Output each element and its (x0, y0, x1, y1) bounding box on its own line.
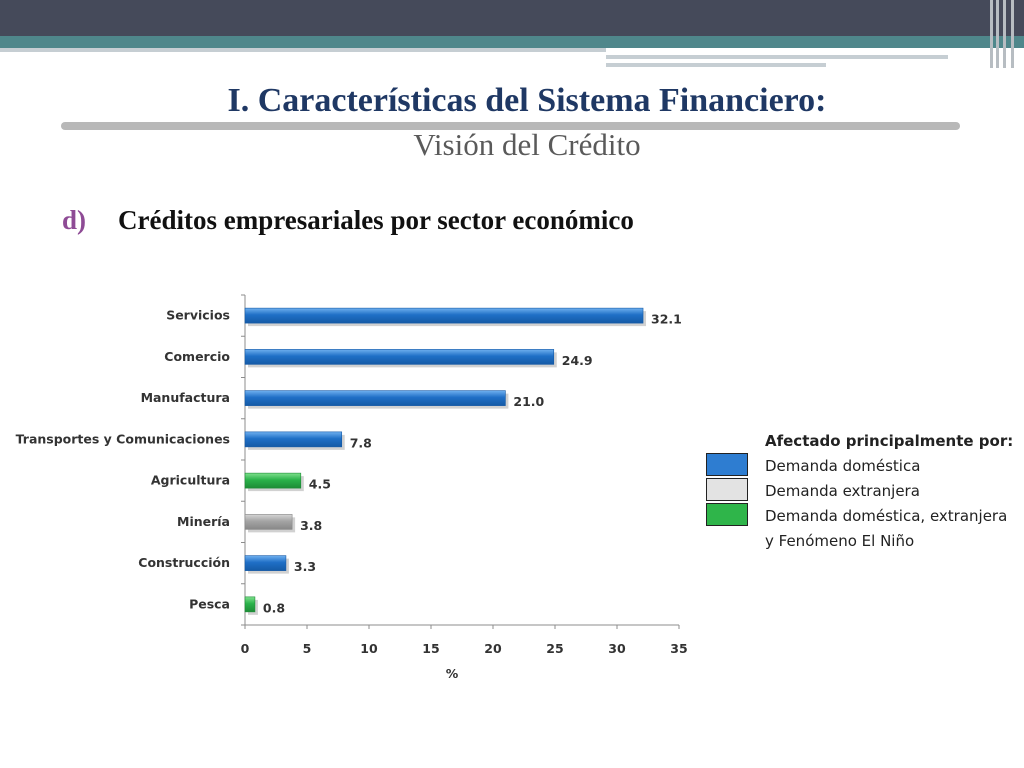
legend-label-domestic: Demanda doméstica (765, 457, 921, 475)
bar (244, 349, 555, 365)
bar (244, 472, 302, 489)
bar (244, 307, 644, 324)
x-tick-label: 5 (303, 641, 312, 656)
data-label: 3.8 (300, 518, 322, 533)
data-label: 24.9 (562, 353, 593, 368)
header-stripe (990, 0, 993, 68)
legend-label-external: Demanda extranjera (765, 482, 920, 500)
section-letter: d) (62, 205, 87, 235)
legend-label-mixed: Demanda doméstica, extranjera (765, 507, 1008, 525)
legend-swatch-domestic (706, 453, 748, 476)
data-label: 3.3 (294, 559, 316, 574)
slide-subtitle: Visión del Crédito (413, 127, 641, 162)
data-label: 32.1 (651, 312, 682, 327)
data-label: 0.8 (263, 600, 285, 615)
category-label: Agricultura (151, 473, 230, 488)
title-divider (61, 122, 960, 130)
header-stripe (996, 0, 999, 68)
category-label: Construcción (138, 555, 230, 570)
header-strip (606, 55, 948, 59)
bar (244, 431, 343, 448)
legend-swatch-mixed (706, 503, 748, 526)
x-tick-label: 25 (546, 641, 563, 656)
x-tick-label: 15 (422, 641, 439, 656)
legend-swatch-external (706, 478, 748, 501)
data-label: 7.8 (350, 435, 372, 450)
x-tick-label: 20 (484, 641, 502, 656)
header-band-dark (0, 0, 1024, 36)
header-band-teal (0, 36, 1024, 48)
slide-title: I. Características del Sistema Financier… (227, 82, 827, 119)
x-tick-label: 10 (360, 641, 378, 656)
category-label: Minería (177, 514, 230, 529)
bar (244, 390, 506, 406)
section-title: Créditos empresariales por sector económ… (118, 205, 634, 235)
bar (244, 514, 293, 530)
legend-label-continuation: y Fenómeno El Niño (765, 532, 915, 550)
x-tick-label: 35 (670, 641, 687, 656)
data-label: 4.5 (309, 477, 331, 492)
category-label: Transportes y Comunicaciones (16, 431, 230, 446)
header-strip (606, 63, 826, 67)
x-axis-label: % (446, 666, 459, 681)
category-label: Pesca (189, 596, 230, 611)
bar (244, 596, 256, 613)
category-label: Manufactura (141, 390, 230, 405)
category-label: Comercio (164, 349, 230, 364)
header-strip (0, 48, 606, 52)
category-label: Servicios (166, 308, 230, 323)
bar (244, 555, 287, 571)
legend-title: Afectado principalmente por: (765, 432, 1014, 450)
header-stripe (1003, 0, 1006, 68)
data-label: 21.0 (513, 394, 544, 409)
x-tick-label: 30 (608, 641, 626, 656)
x-tick-label: 0 (241, 641, 250, 656)
header-stripe (1011, 0, 1014, 68)
